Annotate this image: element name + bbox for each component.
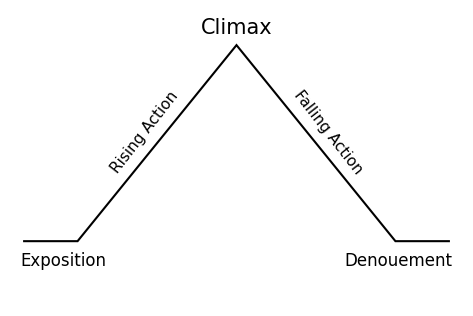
Text: Rising Action: Rising Action [108,89,181,176]
Text: Denouement: Denouement [344,252,452,270]
Text: Falling Action: Falling Action [291,88,366,177]
Text: Climax: Climax [201,18,272,38]
Text: Exposition: Exposition [21,252,107,270]
